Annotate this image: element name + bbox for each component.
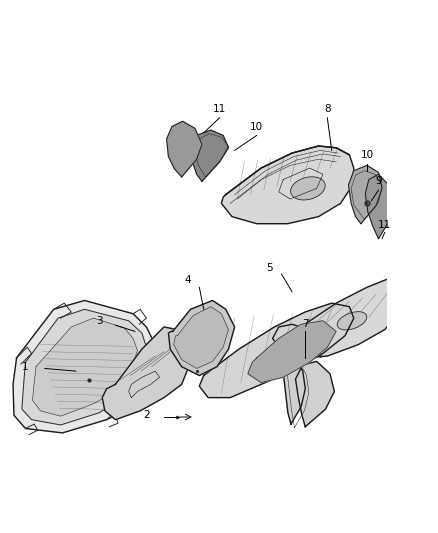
Ellipse shape (337, 312, 367, 330)
Text: 10: 10 (250, 122, 263, 132)
Text: 11: 11 (213, 104, 226, 114)
Polygon shape (349, 165, 382, 224)
Text: 9: 9 (375, 176, 382, 187)
Text: 11: 11 (378, 221, 391, 230)
Polygon shape (191, 130, 229, 181)
Text: 2: 2 (143, 410, 150, 420)
Text: 8: 8 (324, 104, 331, 114)
Polygon shape (102, 327, 195, 419)
Polygon shape (296, 361, 334, 427)
Text: 10: 10 (360, 150, 374, 160)
Polygon shape (199, 303, 354, 398)
Polygon shape (13, 301, 155, 433)
Polygon shape (272, 278, 403, 358)
Polygon shape (166, 122, 202, 177)
Polygon shape (284, 360, 305, 424)
Ellipse shape (290, 177, 325, 200)
Polygon shape (22, 309, 146, 425)
Polygon shape (174, 306, 229, 368)
Polygon shape (248, 321, 336, 383)
Polygon shape (221, 146, 354, 224)
Text: 3: 3 (96, 316, 103, 326)
Polygon shape (32, 318, 138, 416)
Text: 7: 7 (302, 319, 308, 329)
Text: 4: 4 (184, 275, 191, 285)
Polygon shape (169, 301, 235, 376)
Polygon shape (365, 174, 393, 239)
Text: 5: 5 (267, 263, 273, 273)
Text: 1: 1 (22, 362, 29, 372)
